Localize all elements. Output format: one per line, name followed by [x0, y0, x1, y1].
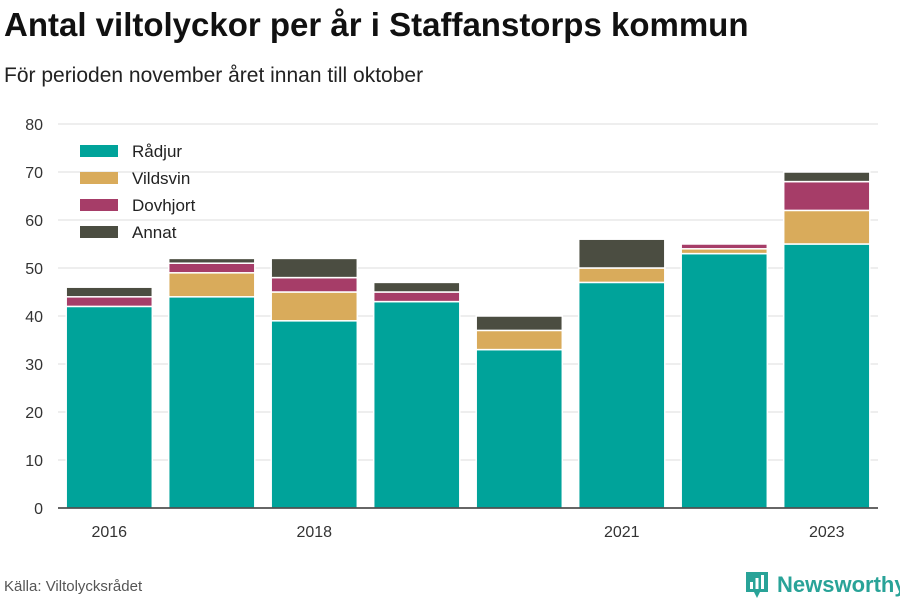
axes: 0 10 20 30 40 50 60 70 80 2016 2018 2021 2023 [25, 117, 878, 541]
bar-segment [167, 257, 256, 264]
chart-subtitle: För perioden november året innan till ok… [4, 64, 424, 87]
bar-chart-logo-icon [746, 572, 768, 598]
bar-segment [270, 276, 359, 293]
legend-label: Rådjur [132, 142, 182, 161]
x-tick-label: 2018 [296, 524, 332, 541]
bar-segment [577, 267, 666, 284]
y-tick-label: 0 [34, 501, 43, 518]
bar-segment [372, 291, 461, 303]
x-tick-label: 2021 [604, 524, 640, 541]
chart-title: Antal viltolyckor per år i Staffanstorps… [4, 6, 749, 43]
bar-segment [65, 305, 154, 509]
bars [65, 171, 871, 509]
bar-segment [475, 315, 564, 332]
brand-name: Newsworthy [777, 572, 900, 597]
y-tick-label: 30 [25, 357, 43, 374]
legend-swatch [80, 172, 118, 184]
bar-segment [270, 320, 359, 509]
y-tick-label: 20 [25, 405, 43, 422]
legend-swatch [80, 199, 118, 211]
bar-segment [167, 296, 256, 509]
legend-swatch [80, 145, 118, 157]
bar-segment [475, 348, 564, 509]
bar-segment [577, 281, 666, 509]
y-tick-label: 80 [25, 117, 43, 134]
bar-segment [65, 286, 154, 298]
bar-segment [475, 329, 564, 351]
bar-segment [167, 272, 256, 298]
bar-segment [680, 252, 769, 509]
bar-segment [577, 238, 666, 269]
bar-segment [270, 257, 359, 279]
x-tick-label: 2016 [91, 524, 127, 541]
legend-label: Annat [132, 223, 177, 242]
brand-logo: Newsworthy [744, 568, 900, 602]
legend: Rådjur Vildsvin Dovhjort Annat [80, 142, 196, 242]
bar-segment [372, 281, 461, 293]
y-tick-label: 70 [25, 165, 43, 182]
bar-segment [65, 296, 154, 308]
y-tick-label: 40 [25, 309, 43, 326]
y-tick-label: 50 [25, 261, 43, 278]
source-note: Källa: Viltolycksrådet [4, 578, 143, 595]
y-tick-label: 60 [25, 213, 43, 230]
legend-swatch [80, 226, 118, 238]
bar-segment [782, 180, 871, 212]
legend-label: Vildsvin [132, 169, 190, 188]
bar-segment [372, 300, 461, 509]
bar-segment [270, 291, 359, 322]
y-tick-label: 10 [25, 453, 43, 470]
bar-segment [782, 171, 871, 183]
legend-label: Dovhjort [132, 196, 196, 215]
bar-segment [782, 243, 871, 509]
x-tick-label: 2023 [809, 524, 845, 541]
bar-segment [680, 243, 769, 250]
bar-segment [167, 262, 256, 274]
bar-segment [782, 209, 871, 245]
